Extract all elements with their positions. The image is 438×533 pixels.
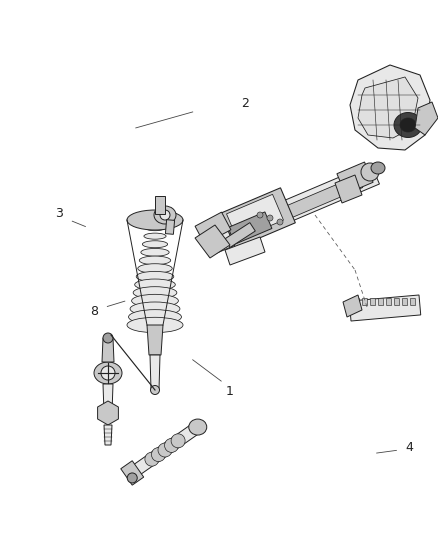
Polygon shape [155,196,165,214]
Ellipse shape [152,448,166,462]
Polygon shape [103,384,113,413]
Polygon shape [228,212,272,244]
Ellipse shape [135,279,175,290]
Ellipse shape [145,452,159,466]
Polygon shape [350,65,430,150]
Polygon shape [415,102,438,135]
Ellipse shape [139,256,171,265]
Polygon shape [121,461,144,485]
Polygon shape [195,225,230,258]
Ellipse shape [165,439,179,453]
Polygon shape [166,220,175,235]
Ellipse shape [394,112,422,138]
Ellipse shape [151,385,159,394]
Text: 8: 8 [90,305,98,318]
Polygon shape [150,355,160,390]
Ellipse shape [103,333,113,343]
Text: 3: 3 [55,207,63,220]
Polygon shape [410,298,416,306]
Polygon shape [221,188,295,248]
Circle shape [267,215,273,221]
Ellipse shape [130,302,180,316]
Ellipse shape [128,310,181,324]
Ellipse shape [171,434,185,448]
Polygon shape [358,77,418,138]
Polygon shape [370,298,376,306]
Polygon shape [343,295,362,317]
Ellipse shape [94,362,122,384]
Text: 1: 1 [226,385,234,398]
Circle shape [257,212,263,218]
Circle shape [277,219,283,225]
Polygon shape [247,175,363,235]
Polygon shape [225,237,265,265]
Ellipse shape [189,419,207,435]
Polygon shape [349,295,421,321]
Ellipse shape [131,294,178,307]
Ellipse shape [101,366,115,380]
Polygon shape [195,212,231,244]
Ellipse shape [361,163,379,181]
Polygon shape [147,325,163,355]
Polygon shape [362,298,368,306]
Ellipse shape [136,271,174,282]
Polygon shape [102,338,114,362]
Ellipse shape [127,473,137,483]
Ellipse shape [158,443,172,457]
Polygon shape [335,175,362,203]
Polygon shape [104,425,112,445]
Polygon shape [354,298,360,306]
Polygon shape [386,298,392,306]
Ellipse shape [133,287,177,298]
Ellipse shape [141,248,169,256]
Ellipse shape [127,317,183,333]
Polygon shape [226,195,283,240]
Polygon shape [201,164,379,256]
Polygon shape [378,298,384,306]
Polygon shape [225,223,255,247]
Ellipse shape [154,206,176,224]
Polygon shape [394,298,400,306]
Text: 4: 4 [406,441,413,454]
Ellipse shape [145,225,165,231]
Ellipse shape [142,241,168,248]
Ellipse shape [160,210,170,220]
Polygon shape [98,401,118,425]
Ellipse shape [371,162,385,174]
Ellipse shape [147,218,163,222]
Ellipse shape [127,210,183,230]
Ellipse shape [138,264,172,273]
Polygon shape [337,162,373,194]
Ellipse shape [400,118,416,132]
Polygon shape [129,422,201,478]
Ellipse shape [144,233,166,239]
Polygon shape [402,298,408,306]
Text: 2: 2 [241,98,249,110]
